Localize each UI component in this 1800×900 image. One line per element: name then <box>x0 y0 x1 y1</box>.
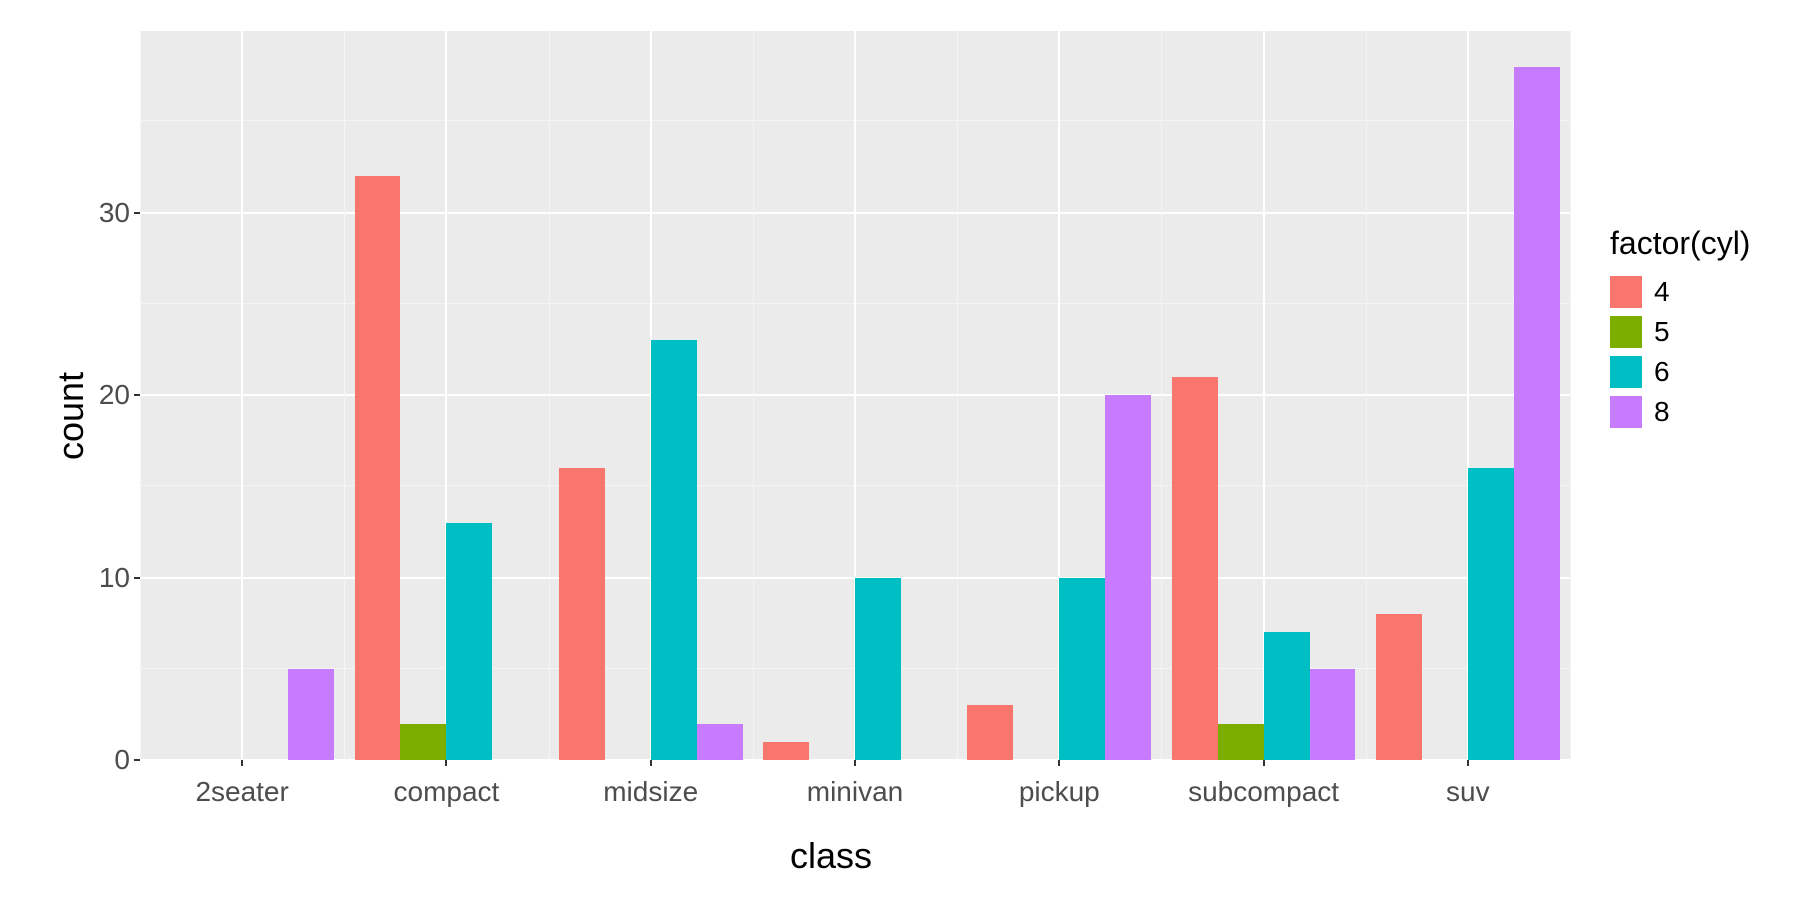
y-tick-label: 20 <box>80 379 130 411</box>
x-tick-mark <box>1263 760 1265 766</box>
legend-label: 8 <box>1654 396 1670 428</box>
bar <box>1310 669 1356 760</box>
bar <box>697 724 743 761</box>
y-tick-label: 10 <box>80 562 130 594</box>
grid-line-minor <box>140 30 141 760</box>
legend-swatch <box>1610 356 1642 388</box>
plot-area <box>140 30 1570 760</box>
grid-line-minor <box>957 30 958 760</box>
bar <box>1105 395 1151 760</box>
bar <box>400 724 446 761</box>
x-tick-mark <box>1467 760 1469 766</box>
bar <box>651 340 697 760</box>
bar <box>855 578 901 761</box>
legend-title: factor(cyl) <box>1610 225 1790 262</box>
y-tick-label: 0 <box>80 744 130 776</box>
bar <box>288 669 334 760</box>
grid-line-minor <box>1366 30 1367 760</box>
legend-label: 4 <box>1654 276 1670 308</box>
grid-line-minor <box>549 30 550 760</box>
x-tick-label: minivan <box>755 776 955 808</box>
bar <box>1376 614 1422 760</box>
y-tick-mark <box>134 759 140 761</box>
bar <box>446 523 492 760</box>
y-tick-mark <box>134 212 140 214</box>
grid-line-minor <box>1570 30 1571 760</box>
legend-item: 5 <box>1610 312 1790 352</box>
legend-label: 5 <box>1654 316 1670 348</box>
x-tick-label: pickup <box>959 776 1159 808</box>
y-tick-mark <box>134 394 140 396</box>
bar <box>355 176 401 760</box>
y-tick-mark <box>134 577 140 579</box>
bar <box>763 742 809 760</box>
grid-line-minor <box>1161 30 1162 760</box>
x-tick-label: midsize <box>551 776 751 808</box>
x-tick-label: compact <box>346 776 546 808</box>
x-tick-label: subcompact <box>1164 776 1364 808</box>
grid-line-minor <box>753 30 754 760</box>
grid-line-major <box>241 30 243 760</box>
chart-container: count class 0102030 2seatercompactmidsiz… <box>30 20 1590 880</box>
x-tick-mark <box>1058 760 1060 766</box>
legend-item: 4 <box>1610 272 1790 312</box>
x-tick-mark <box>241 760 243 766</box>
bar <box>1468 468 1514 760</box>
bar <box>1264 632 1310 760</box>
x-axis-title: class <box>790 835 872 877</box>
legend-swatch <box>1610 276 1642 308</box>
grid-line-minor <box>344 30 345 760</box>
x-tick-label: suv <box>1368 776 1568 808</box>
x-tick-label: 2seater <box>142 776 342 808</box>
x-tick-mark <box>650 760 652 766</box>
y-tick-label: 30 <box>80 197 130 229</box>
bar <box>1218 724 1264 761</box>
bar <box>967 705 1013 760</box>
bar <box>559 468 605 760</box>
x-tick-mark <box>445 760 447 766</box>
bar <box>1172 377 1218 760</box>
legend-item: 8 <box>1610 392 1790 432</box>
x-tick-mark <box>854 760 856 766</box>
legend: factor(cyl) 4 5 6 8 <box>1610 225 1790 432</box>
legend-swatch <box>1610 396 1642 428</box>
legend-label: 6 <box>1654 356 1670 388</box>
bar <box>1059 578 1105 761</box>
legend-item: 6 <box>1610 352 1790 392</box>
legend-swatch <box>1610 316 1642 348</box>
bar <box>1514 67 1560 761</box>
